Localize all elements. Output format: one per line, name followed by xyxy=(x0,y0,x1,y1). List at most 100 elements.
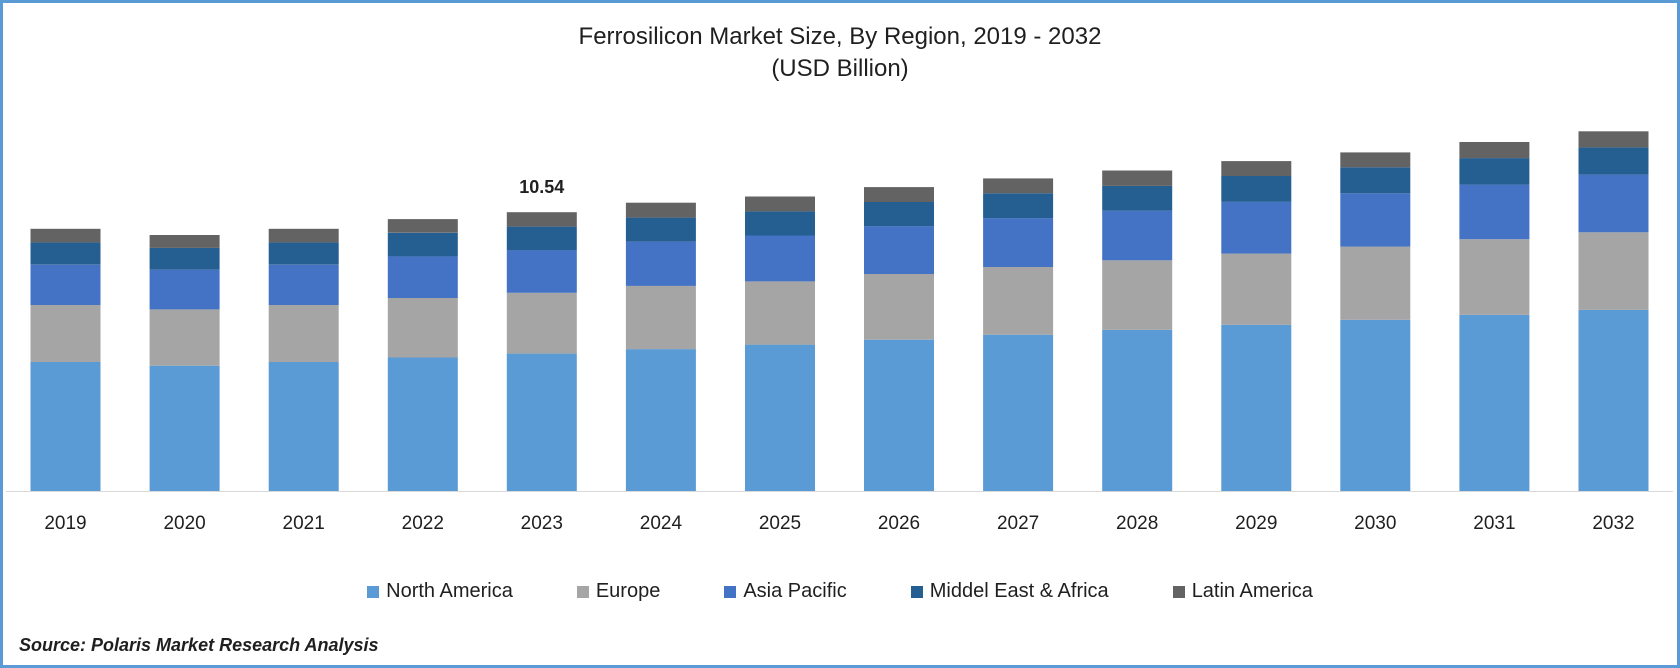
x-tick-label-2020: 2020 xyxy=(163,513,205,534)
stacked-bar-chart: 2019 2020 2021 2022 10.54 2023 2024 2025 2026 202… xyxy=(6,131,1673,534)
bar-segment-2021-north-america xyxy=(268,362,339,491)
bar-segment-2029-north-america xyxy=(1221,324,1292,491)
bar-segment-2026-latin-america xyxy=(864,187,934,202)
bar-segment-2028-europe xyxy=(1102,260,1173,330)
bar-segment-2029-asia-pacific xyxy=(1221,202,1292,254)
legend-label: Asia Pacific xyxy=(743,580,847,602)
bar-segment-2019-asia-pacific xyxy=(30,264,101,305)
bar-segment-2023-europe xyxy=(506,292,577,354)
legend-label: Latin America xyxy=(1191,580,1313,602)
bar-segment-2027-north-america xyxy=(983,334,1054,491)
x-tick-label-2019: 2019 xyxy=(44,513,86,534)
bar-segment-2023-asia-pacific xyxy=(506,250,577,293)
bar-segment-2023-latin-america xyxy=(506,212,577,227)
bar-segment-2032-latin-america xyxy=(1578,131,1649,148)
bar-segment-2028-asia-pacific xyxy=(1102,210,1173,261)
bar-segment-2019-middel-east-africa xyxy=(30,242,101,265)
bar-segment-2030-latin-america xyxy=(1340,152,1411,168)
bar-segment-2026-asia-pacific xyxy=(864,226,934,274)
bar-segment-2024-north-america xyxy=(625,349,696,491)
x-tick-label-2031: 2031 xyxy=(1473,513,1515,534)
bar-segment-2031-middel-east-africa xyxy=(1459,158,1530,185)
legend-item-europe: Europe xyxy=(576,580,661,603)
bar-segment-2025-asia-pacific xyxy=(745,235,815,282)
legend-swatch xyxy=(367,585,380,598)
bar-segment-2021-europe xyxy=(268,304,339,362)
chart-legend: North America Europe Asia Pacific Middel Ea… xyxy=(3,580,1677,603)
data-label-2023: 10.54 xyxy=(519,177,564,197)
legend-swatch xyxy=(576,585,589,598)
legend-swatch xyxy=(1172,585,1185,598)
bar-segment-2026-middel-east-africa xyxy=(864,202,934,227)
bar-segment-2020-middel-east-africa xyxy=(149,247,220,270)
bar-segment-2025-middel-east-africa xyxy=(745,211,815,236)
chart-subtitle: (USD Billion) xyxy=(771,55,909,82)
bar-segment-2021-middel-east-africa xyxy=(268,242,339,265)
legend-label: North America xyxy=(386,580,513,602)
x-tick-label-2032: 2032 xyxy=(1592,513,1634,534)
bar-segment-2027-europe xyxy=(983,267,1054,335)
bar-segment-2029-middel-east-africa xyxy=(1221,175,1292,202)
legend-swatch xyxy=(910,585,923,598)
bar-segment-2020-asia-pacific xyxy=(149,269,220,310)
bar-segment-2031-europe xyxy=(1459,239,1530,315)
bar-segment-2019-north-america xyxy=(30,362,101,491)
bar-segment-2028-latin-america xyxy=(1102,170,1173,186)
x-tick-label-2027: 2027 xyxy=(997,513,1039,534)
x-tick-label-2024: 2024 xyxy=(640,513,683,534)
x-tick-label-2023: 2023 xyxy=(521,513,563,534)
bar-segment-2032-asia-pacific xyxy=(1578,174,1649,233)
bar-segment-2027-latin-america xyxy=(983,178,1054,194)
bar-segment-2020-latin-america xyxy=(149,235,220,248)
bar-segment-2020-europe xyxy=(149,309,220,366)
bar-segment-2023-north-america xyxy=(506,353,577,491)
x-tick-label-2021: 2021 xyxy=(283,513,325,534)
bar-segment-2019-latin-america xyxy=(30,228,101,243)
bar-segment-2022-europe xyxy=(387,298,458,358)
bar-segment-2020-north-america xyxy=(149,365,220,491)
bar-segment-2024-middel-east-africa xyxy=(625,217,696,242)
x-tick-label-2025: 2025 xyxy=(759,513,801,534)
bar-segment-2025-north-america xyxy=(745,344,815,491)
bar-segment-2024-asia-pacific xyxy=(625,241,696,286)
legend-label: Europe xyxy=(595,580,661,602)
bar-segment-2025-latin-america xyxy=(745,196,815,212)
bar-segment-2027-asia-pacific xyxy=(983,218,1054,267)
bar-segment-2022-latin-america xyxy=(387,219,458,233)
x-tick-label-2022: 2022 xyxy=(402,513,444,534)
bar-segment-2032-north-america xyxy=(1578,309,1649,491)
bar-segment-2026-north-america xyxy=(864,339,934,491)
legend-item-asia-pacific: Asia Pacific xyxy=(724,580,847,603)
bar-segment-2022-middel-east-africa xyxy=(387,232,458,257)
legend-item-latin-america: Latin America xyxy=(1172,580,1313,603)
bar-segment-2024-latin-america xyxy=(625,202,696,218)
chart-title-block: Ferrosilicon Market Size, By Region, 201… xyxy=(3,21,1677,85)
bar-segment-2024-europe xyxy=(625,285,696,350)
bar-segment-2025-europe xyxy=(745,281,815,345)
bar-segment-2030-middel-east-africa xyxy=(1340,167,1411,194)
bar-segment-2029-latin-america xyxy=(1221,161,1292,176)
bar-segment-2030-north-america xyxy=(1340,319,1411,491)
bar-segment-2031-north-america xyxy=(1459,314,1530,491)
legend-item-north-america: North America xyxy=(367,580,513,603)
legend-item-middel-east-africa: Middel East & Africa xyxy=(910,580,1109,603)
bar-segment-2026-europe xyxy=(864,273,934,340)
x-tick-label-2028: 2028 xyxy=(1116,513,1158,534)
legend-label: Middel East & Africa xyxy=(929,580,1109,602)
bar-segment-2031-asia-pacific xyxy=(1459,184,1530,240)
bar-segment-2032-middel-east-africa xyxy=(1578,147,1649,175)
bar-segment-2022-north-america xyxy=(387,357,458,491)
bar-segment-2021-latin-america xyxy=(268,228,339,243)
bar-segment-2031-latin-america xyxy=(1459,142,1530,159)
bar-segment-2022-asia-pacific xyxy=(387,256,458,298)
bar-segment-2023-middel-east-africa xyxy=(506,226,577,251)
bar-segment-2028-middel-east-africa xyxy=(1102,185,1173,211)
bar-segment-2027-middel-east-africa xyxy=(983,193,1054,219)
bar-segment-2021-asia-pacific xyxy=(268,264,339,305)
x-tick-label-2030: 2030 xyxy=(1354,513,1396,534)
x-tick-label-2026: 2026 xyxy=(878,513,920,534)
bar-segment-2030-europe xyxy=(1340,246,1411,320)
bar-segment-2030-asia-pacific xyxy=(1340,193,1411,247)
legend-swatch xyxy=(724,585,737,598)
bar-segment-2029-europe xyxy=(1221,253,1292,325)
